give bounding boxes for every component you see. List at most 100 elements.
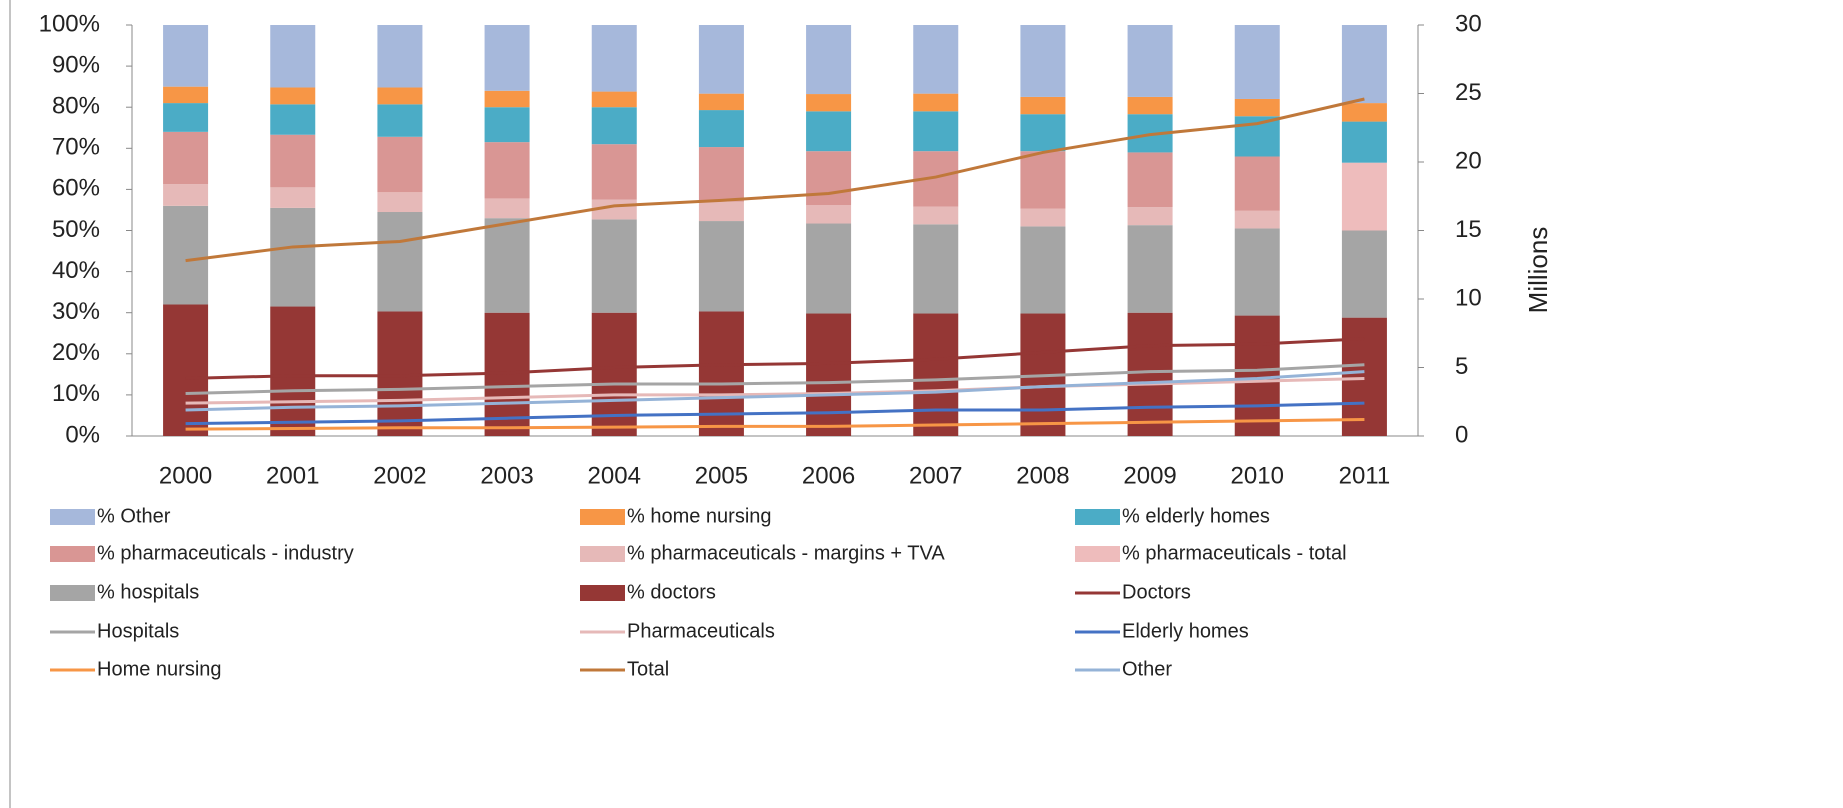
y-tick-label: 30%: [52, 298, 100, 325]
bar-segment: [270, 207, 316, 307]
bar-segment: [1127, 152, 1173, 208]
legend-swatch: [580, 509, 625, 525]
line-series: [185, 418, 1365, 431]
bar-segment: [698, 147, 744, 202]
x-tick-label: 2001: [266, 462, 319, 489]
x-tick-label: 2006: [802, 462, 855, 489]
bar-segment: [913, 93, 959, 112]
y-tick-label: 10%: [52, 380, 100, 407]
bar-segment: [806, 223, 852, 314]
x-tick-label: 2009: [1123, 462, 1176, 489]
bar-segment: [377, 136, 423, 193]
bar-segment: [270, 104, 316, 135]
bar-segment: [1020, 151, 1066, 209]
legend-label: % pharmaceuticals - total: [1122, 542, 1347, 564]
y2-tick-label: 0: [1455, 421, 1468, 448]
legend-label: Elderly homes: [1122, 620, 1249, 642]
legend-label: Other: [1122, 658, 1172, 680]
legend-swatch: [1075, 509, 1120, 525]
bar-segment: [1234, 315, 1280, 436]
x-tick-label: 2002: [373, 462, 426, 489]
legend-label: Home nursing: [97, 658, 222, 680]
y2-tick-label: 25: [1455, 79, 1482, 106]
bar-segment: [377, 212, 423, 312]
bar-segment: [1341, 230, 1387, 318]
bar-segment: [484, 25, 530, 91]
bar-segment: [1341, 121, 1387, 163]
bar-segment: [163, 205, 209, 305]
bar-segment: [591, 144, 637, 200]
bar-segment: [484, 198, 530, 219]
bar-segment: [913, 224, 959, 314]
bar-segment: [1127, 207, 1173, 226]
bar-segment: [163, 103, 209, 132]
bar-segment: [163, 304, 209, 436]
bar-segment: [377, 104, 423, 137]
bar-segment: [698, 201, 744, 222]
y2-tick-label: 15: [1455, 216, 1482, 243]
y-tick-label: 20%: [52, 339, 100, 366]
bar-segment: [377, 311, 423, 436]
legend-label: % pharmaceuticals - margins + TVA: [627, 542, 945, 564]
legend-label: Doctors: [1122, 581, 1191, 603]
bar-segment: [270, 87, 316, 105]
bar-segment: [1234, 210, 1280, 229]
legend-label: Hospitals: [97, 620, 179, 642]
bar-segment: [1020, 226, 1066, 314]
bar-segment: [591, 107, 637, 145]
legend-swatch: [1075, 546, 1120, 562]
bar-segment: [163, 25, 209, 87]
x-tick-label: 2008: [1016, 462, 1069, 489]
bar-segment: [806, 25, 852, 95]
bar-segment: [270, 25, 316, 88]
bar-segment: [913, 111, 959, 152]
y2-axis-label: Millions: [1523, 227, 1553, 314]
bar-segment: [1020, 25, 1066, 97]
line-series: [185, 363, 1365, 396]
bar-segment: [591, 25, 637, 92]
legend-label: % doctors: [627, 581, 716, 603]
bar-segment: [1341, 162, 1387, 231]
bar-segment: [163, 86, 209, 104]
line-series: [185, 370, 1365, 412]
bar-segment: [1341, 25, 1387, 104]
bar-segment: [484, 90, 530, 108]
bar-segment: [1020, 96, 1066, 115]
x-tick-label: 2007: [909, 462, 962, 489]
bar-segment: [591, 219, 637, 313]
y2-tick-label: 20: [1455, 147, 1482, 174]
y-tick-label: 70%: [52, 134, 100, 161]
bar-segment: [1020, 114, 1066, 152]
y-tick-label: 60%: [52, 175, 100, 202]
bar-segment: [1234, 156, 1280, 211]
y-tick-label: 0%: [65, 421, 100, 448]
bar-segment: [270, 306, 316, 436]
bar-segment: [484, 142, 530, 199]
y-tick-label: 40%: [52, 257, 100, 284]
bar-segment: [591, 91, 637, 108]
legend-swatch: [50, 585, 95, 601]
x-tick-label: 2004: [588, 462, 641, 489]
bar-segment: [806, 94, 852, 112]
bar-segment: [270, 187, 316, 208]
bar-segment: [1127, 96, 1173, 115]
bar-segment: [1127, 312, 1173, 436]
bar-segment: [377, 25, 423, 88]
line-series: [185, 376, 1365, 405]
bar-segment: [484, 107, 530, 143]
bar-segment: [698, 311, 744, 436]
line-series: [185, 337, 1365, 380]
bar-segment: [698, 221, 744, 312]
bar-segment: [913, 206, 959, 225]
x-tick-label: 2000: [159, 462, 212, 489]
y2-tick-label: 30: [1455, 10, 1482, 37]
bar-segment: [377, 87, 423, 105]
y-tick-label: 80%: [52, 93, 100, 120]
legend-swatch: [50, 546, 95, 562]
legend-swatch: [580, 585, 625, 601]
x-tick-label: 2003: [480, 462, 533, 489]
bar-segment: [1020, 208, 1066, 227]
x-tick-label: 2010: [1231, 462, 1284, 489]
bar-segment: [806, 111, 852, 152]
bar-segment: [806, 205, 852, 224]
